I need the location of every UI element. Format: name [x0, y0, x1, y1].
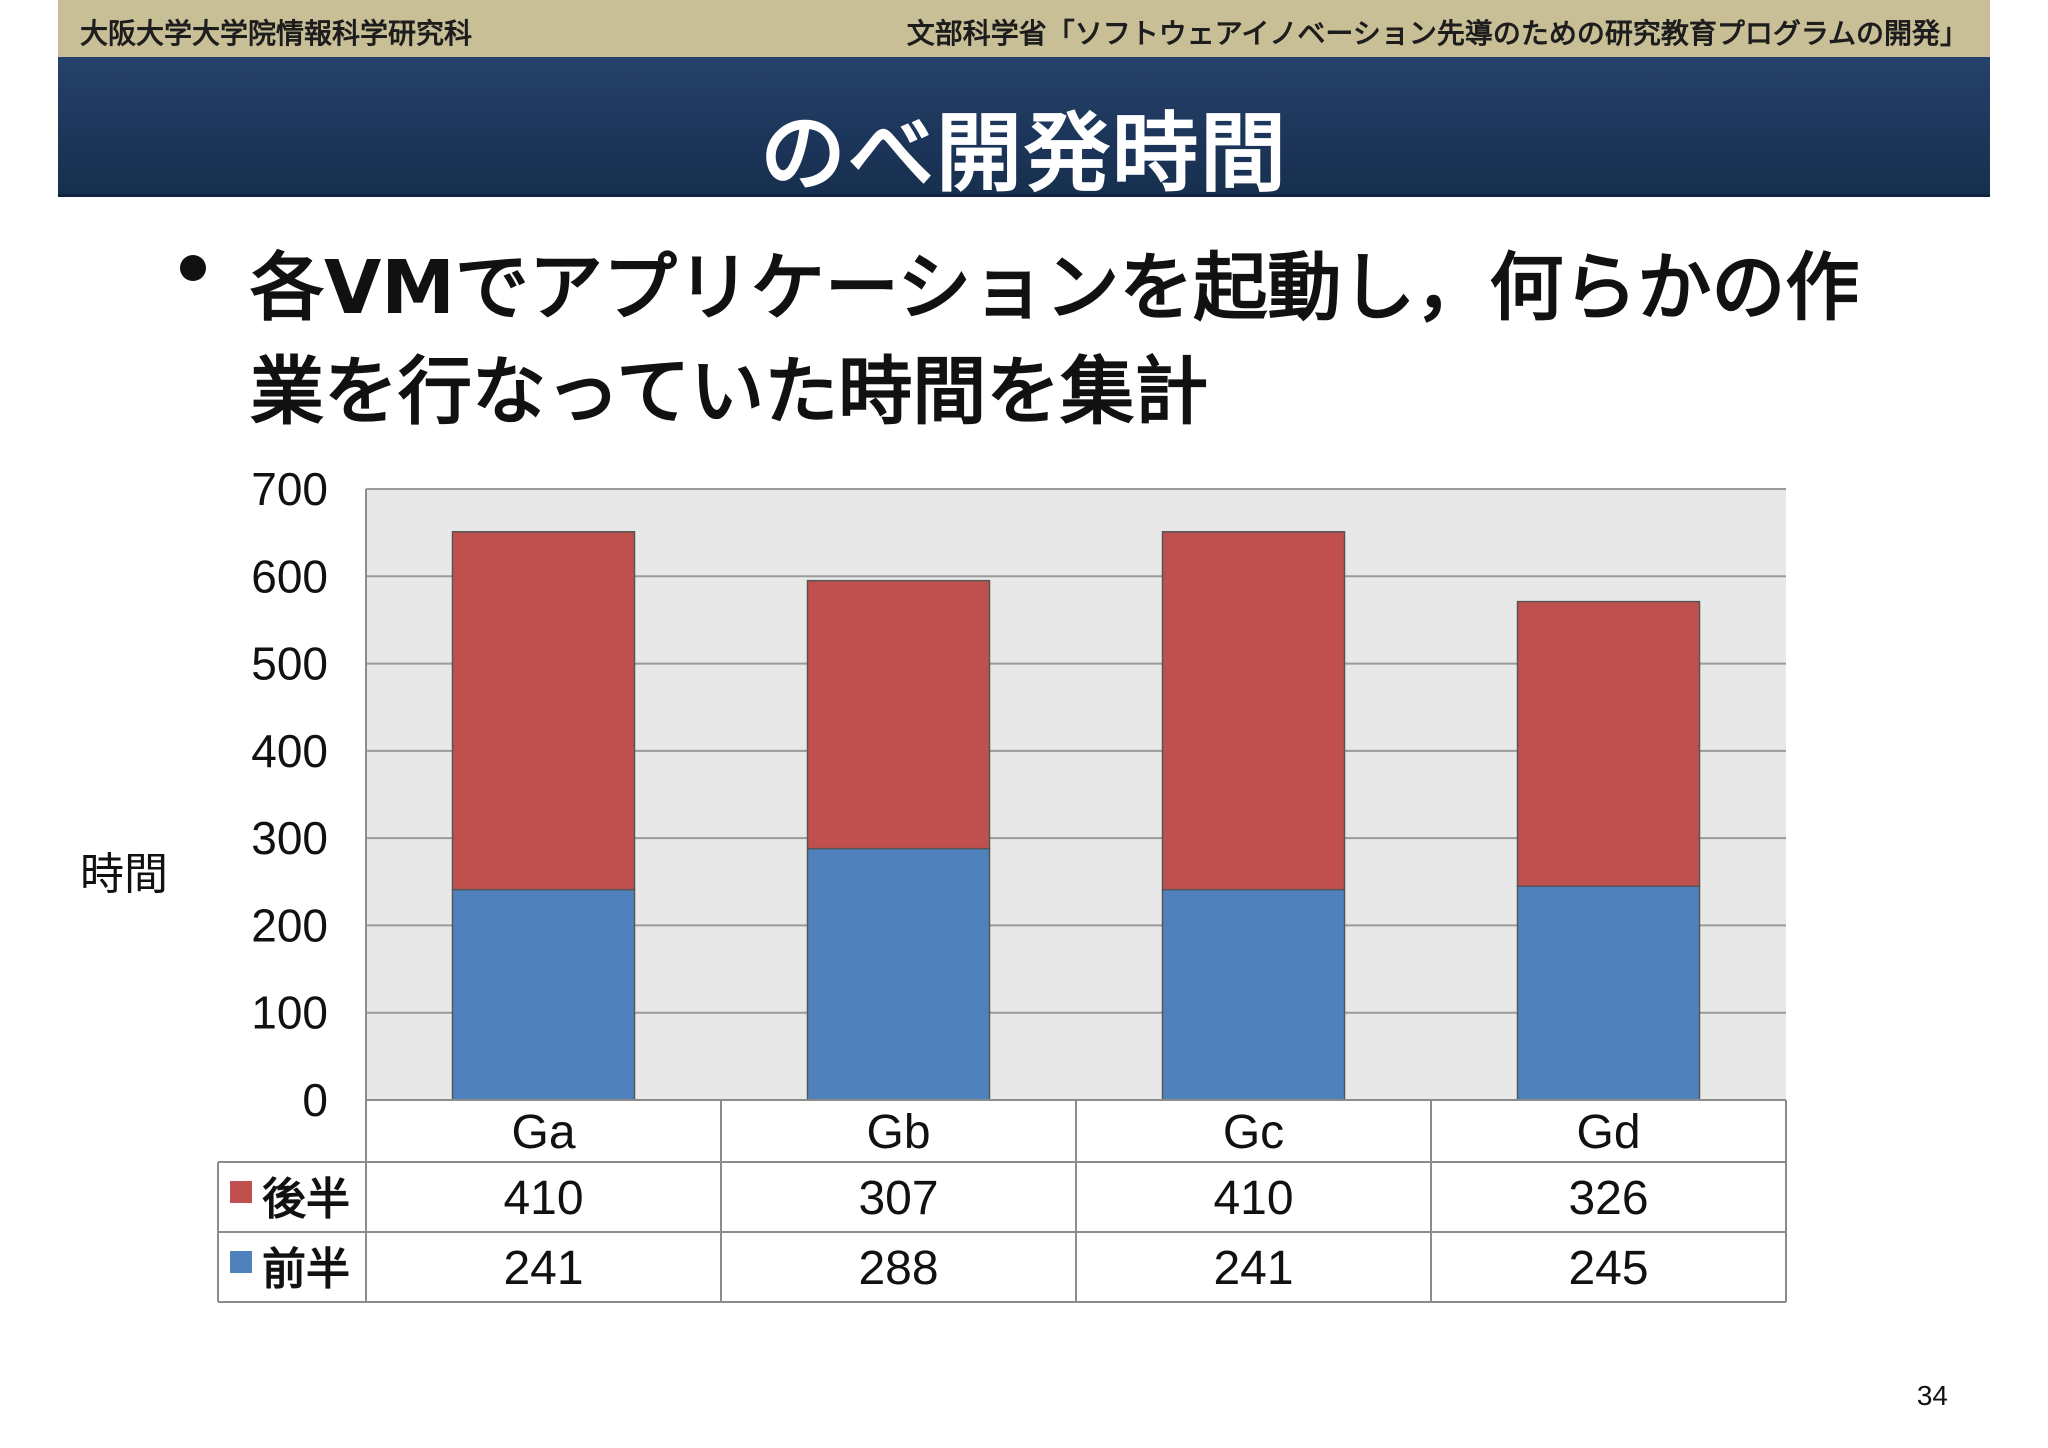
x-category-label: Gd	[1576, 1106, 1640, 1159]
x-category-label: Ga	[511, 1106, 575, 1159]
y-tick-label: 600	[251, 550, 328, 602]
bar-Gc-後半	[1161, 531, 1346, 891]
legend-label: 後半	[262, 1174, 350, 1225]
data-label: 241	[1213, 1242, 1293, 1295]
x-category-label: Gc	[1223, 1106, 1284, 1159]
bar-Gd-後半	[1516, 600, 1701, 887]
data-label: 410	[1213, 1172, 1293, 1225]
legend-swatch-前半	[230, 1251, 252, 1273]
y-tick-label: 500	[251, 638, 328, 690]
slide-title: のべ開発時間	[760, 104, 1288, 204]
y-tick-label: 100	[251, 987, 328, 1039]
bullet-icon	[180, 255, 206, 281]
bar-Ga-後半	[451, 531, 636, 891]
y-tick-label: 200	[251, 899, 328, 951]
x-category-label: Gb	[866, 1106, 930, 1159]
y-tick-label: 300	[251, 812, 328, 864]
bar-Gb-後半	[806, 579, 991, 850]
data-label: 288	[858, 1242, 938, 1295]
title-bar: のべ開発時間	[58, 57, 1990, 204]
header-bar: 大阪大学大学院情報科学研究科 文部科学省「ソフトウェアイノベーション先導のための…	[58, 0, 1990, 57]
y-tick-label: 0	[302, 1074, 328, 1126]
header-program: 文部科学省「ソフトウェアイノベーション先導のための研究教育プログラムの開発」	[906, 17, 1968, 50]
data-label: 307	[858, 1172, 938, 1225]
bar-Ga-前半	[451, 888, 636, 1101]
bullet-text: 各VMでアプリケーションを起動し，何らかの作業を行なっていた時間を集計	[250, 245, 1860, 435]
y-tick-label: 700	[251, 463, 328, 515]
y-axis-label: 時間	[80, 849, 168, 900]
data-label: 245	[1568, 1242, 1648, 1295]
data-label: 326	[1568, 1172, 1648, 1225]
data-label: 241	[503, 1242, 583, 1295]
data-label: 410	[503, 1172, 583, 1225]
y-tick-label: 400	[251, 725, 328, 777]
page-number: 34	[1916, 1380, 1948, 1411]
legend-swatch-後半	[230, 1181, 252, 1203]
bar-Gc-前半	[1161, 888, 1346, 1101]
bar-Gd-前半	[1516, 885, 1701, 1101]
bar-Gb-前半	[806, 847, 991, 1101]
legend-label: 前半	[262, 1244, 350, 1295]
header-affiliation: 大阪大学大学院情報科学研究科	[80, 17, 473, 50]
